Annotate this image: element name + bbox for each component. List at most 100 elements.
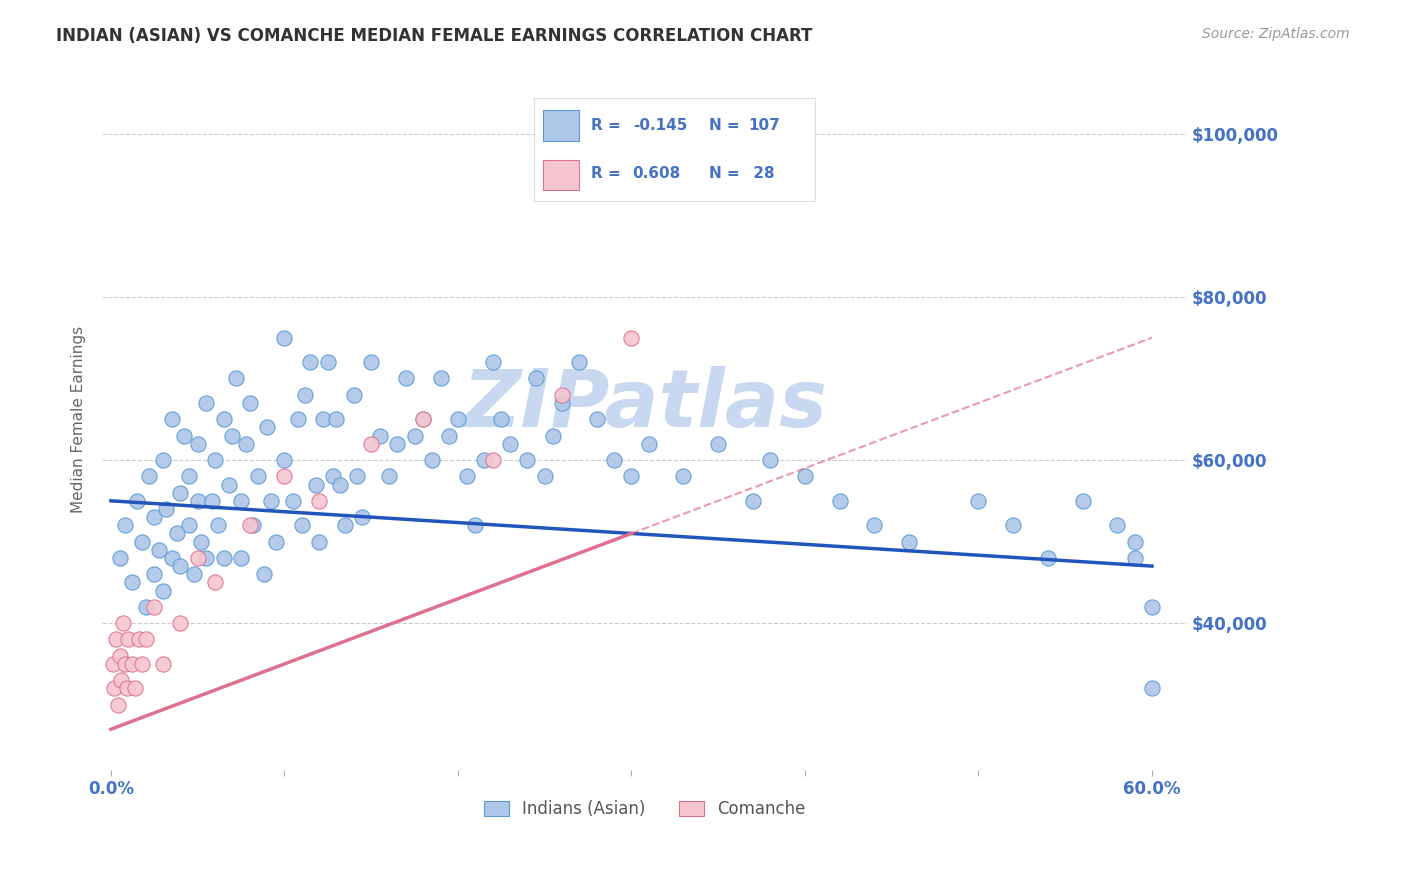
- Point: [173, 428, 195, 442]
- Point: [1002, 518, 1025, 533]
- Point: [447, 412, 470, 426]
- Point: [114, 657, 136, 671]
- Point: [499, 436, 522, 450]
- Point: [200, 493, 222, 508]
- Point: [464, 518, 486, 533]
- Point: [828, 493, 851, 508]
- Point: [533, 469, 555, 483]
- Point: [352, 510, 374, 524]
- Point: [121, 657, 143, 671]
- Point: [343, 388, 366, 402]
- Point: [195, 550, 218, 565]
- Bar: [543, 111, 579, 141]
- Text: R =: R =: [591, 166, 626, 180]
- Point: [385, 436, 408, 450]
- Point: [225, 371, 247, 385]
- Y-axis label: Median Female Earnings: Median Female Earnings: [72, 326, 86, 513]
- Point: [377, 469, 399, 483]
- Point: [299, 355, 322, 369]
- Point: [543, 428, 565, 442]
- Point: [204, 575, 226, 590]
- Point: [239, 518, 262, 533]
- Text: R =: R =: [591, 119, 626, 133]
- Point: [620, 469, 643, 483]
- Point: [235, 436, 257, 450]
- Point: [187, 493, 209, 508]
- Point: [759, 453, 782, 467]
- Point: [316, 355, 339, 369]
- Point: [212, 550, 235, 565]
- Point: [259, 493, 281, 508]
- Point: [204, 453, 226, 467]
- Text: INDIAN (ASIAN) VS COMANCHE MEDIAN FEMALE EARNINGS CORRELATION CHART: INDIAN (ASIAN) VS COMANCHE MEDIAN FEMALE…: [56, 27, 813, 45]
- Point: [152, 657, 174, 671]
- Point: [108, 648, 131, 663]
- Point: [516, 453, 538, 467]
- Point: [491, 412, 513, 426]
- Point: [256, 420, 278, 434]
- Text: 28: 28: [748, 166, 775, 180]
- Point: [110, 673, 132, 688]
- Point: [308, 534, 330, 549]
- Point: [1140, 681, 1163, 696]
- Point: [1036, 550, 1059, 565]
- Point: [308, 493, 330, 508]
- Point: [103, 681, 125, 696]
- Point: [229, 493, 252, 508]
- Point: [412, 412, 434, 426]
- Point: [287, 412, 309, 426]
- Text: 0.608: 0.608: [633, 166, 681, 180]
- Point: [333, 518, 356, 533]
- Point: [637, 436, 659, 450]
- Point: [115, 681, 138, 696]
- Point: [135, 599, 157, 614]
- Point: [177, 469, 200, 483]
- Point: [128, 632, 150, 647]
- Legend: Indians (Asian), Comanche: Indians (Asian), Comanche: [477, 794, 813, 825]
- Point: [117, 632, 139, 647]
- Point: [1071, 493, 1094, 508]
- Point: [124, 681, 146, 696]
- Point: [247, 469, 270, 483]
- Point: [169, 559, 191, 574]
- Point: [108, 550, 131, 565]
- Point: [524, 371, 547, 385]
- Point: [304, 477, 326, 491]
- Point: [148, 542, 170, 557]
- Point: [898, 534, 921, 549]
- Point: [121, 575, 143, 590]
- Point: [177, 518, 200, 533]
- Point: [429, 371, 451, 385]
- Point: [143, 567, 166, 582]
- Point: [481, 355, 503, 369]
- Point: [187, 550, 209, 565]
- Point: [160, 550, 183, 565]
- Point: [131, 657, 153, 671]
- Point: [481, 453, 503, 467]
- Point: [1140, 599, 1163, 614]
- Point: [114, 518, 136, 533]
- Point: [169, 616, 191, 631]
- Point: [741, 493, 763, 508]
- Point: [183, 567, 205, 582]
- Point: [218, 477, 240, 491]
- Point: [863, 518, 886, 533]
- Text: -0.145: -0.145: [633, 119, 688, 133]
- Point: [620, 331, 643, 345]
- Point: [242, 518, 264, 533]
- Point: [101, 657, 124, 671]
- Point: [291, 518, 314, 533]
- Point: [672, 469, 695, 483]
- Point: [395, 371, 418, 385]
- Point: [368, 428, 391, 442]
- Point: [404, 428, 426, 442]
- Point: [273, 453, 295, 467]
- Point: [329, 477, 352, 491]
- Point: [707, 436, 730, 450]
- Point: [420, 453, 443, 467]
- Point: [281, 493, 304, 508]
- Point: [169, 485, 191, 500]
- Point: [107, 698, 129, 712]
- Point: [472, 453, 495, 467]
- Point: [568, 355, 591, 369]
